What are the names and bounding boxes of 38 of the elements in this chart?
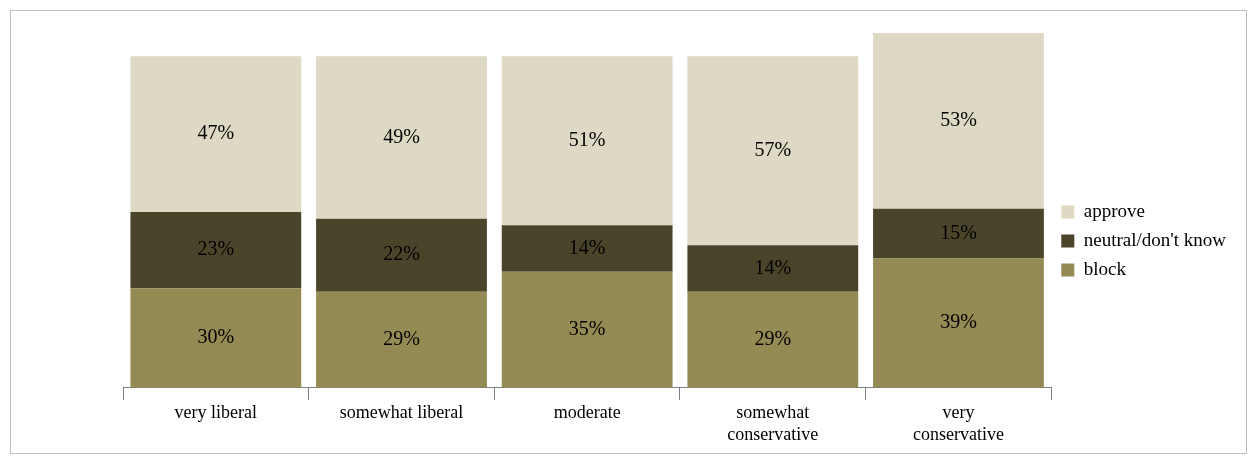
data-label: 49%	[383, 124, 420, 147]
data-label: 29%	[754, 326, 792, 349]
bar	[316, 218, 487, 292]
x-tick-label: very conservative	[912, 402, 1004, 444]
data-label: 39%	[940, 310, 977, 333]
bar	[130, 212, 302, 289]
data-label: 14%	[754, 255, 792, 278]
data-label: 15%	[940, 220, 977, 243]
bar	[501, 56, 673, 226]
data-label: 23%	[197, 237, 235, 260]
bar	[501, 271, 673, 388]
data-label: 29%	[383, 326, 420, 349]
bar	[501, 225, 673, 272]
data-label: 57%	[754, 137, 792, 160]
data-label: 51%	[568, 128, 606, 151]
x-tick-label: moderate	[553, 402, 621, 423]
data-label: 14%	[568, 235, 606, 258]
bar	[873, 33, 1044, 209]
x-tick-label: very liberal	[174, 402, 258, 423]
bar	[130, 288, 302, 388]
x-tick-label: somewhat liberal	[339, 402, 464, 423]
data-label: 35%	[568, 317, 606, 340]
bar	[873, 258, 1044, 388]
bar	[316, 291, 487, 388]
bar	[130, 56, 302, 213]
bar	[687, 56, 859, 246]
bar	[687, 291, 859, 388]
bar	[316, 56, 487, 219]
bar	[873, 208, 1044, 259]
x-tick-label: somewhat conservative	[727, 402, 819, 444]
bar	[687, 245, 859, 292]
legend-label: approve	[1083, 199, 1145, 221]
legend-label: neutral/don't know	[1083, 228, 1227, 250]
legend-label: block	[1083, 257, 1127, 279]
data-label: 22%	[383, 242, 420, 265]
data-label: 30%	[197, 325, 235, 348]
data-label: 53%	[940, 108, 977, 131]
data-label: 47%	[197, 121, 235, 144]
